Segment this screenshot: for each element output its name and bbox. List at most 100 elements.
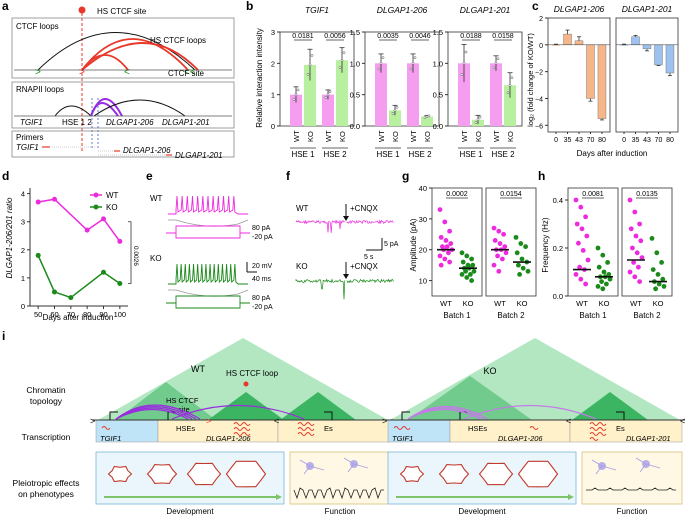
h-plot-xtick-label: KO	[653, 299, 664, 308]
b-pvalue: 0.0035	[377, 33, 399, 40]
d-xtick-label: 90	[99, 310, 107, 319]
g-plot-point	[470, 262, 476, 268]
d-point	[52, 289, 57, 295]
h-plot-point	[627, 197, 633, 203]
b-xtick-label: KO	[306, 131, 315, 142]
g-plot-xtick-label: WT	[494, 299, 506, 308]
g-plot-point	[437, 207, 443, 213]
h-plot-point	[634, 250, 640, 256]
b-ytick-label: 3	[271, 28, 275, 37]
c-bar	[597, 44, 607, 119]
g-plot-point	[513, 234, 519, 240]
c-xtick-label: 80	[598, 137, 606, 144]
c-xtick-label: 43	[643, 137, 651, 144]
g-plot-pvalue: 0.0154	[500, 191, 522, 198]
b-plots: TGIF1 0 1 2 3 WT KO WT KO 0.0181 0.0056 HSE 1 HSE 2 D…	[271, 5, 523, 159]
b-point	[413, 56, 417, 60]
i-transcript-wave	[297, 427, 315, 431]
g-plot-point	[495, 253, 500, 259]
b-bar	[290, 94, 302, 126]
i-dlgap1-206-label: DLGAP1-206	[498, 434, 543, 443]
ctcf-loops-box	[11, 17, 235, 79]
h-plot-point	[661, 284, 667, 289]
b-pvalue: 0.0158	[492, 33, 514, 40]
g-plot-point	[514, 250, 520, 256]
e-wt-80pa: 80 pA	[252, 225, 271, 232]
panel-i-letter: i	[2, 329, 5, 343]
i-promoter-arrow	[324, 411, 333, 420]
b-bar	[458, 63, 470, 126]
b-xtick-label: WT	[492, 130, 501, 142]
f-epsc-trace	[346, 219, 394, 225]
b-ytick-label: 0.5	[433, 91, 443, 100]
h-plot-frame	[567, 187, 619, 297]
b-xtick-label: KO	[423, 131, 432, 142]
i-rnapii-arc	[115, 404, 201, 420]
b-point	[510, 76, 514, 80]
b-point	[478, 115, 482, 119]
h-plot-pvalue: 0.0135	[636, 191, 658, 198]
g-plot-point	[459, 250, 465, 256]
h-plot-point	[599, 279, 604, 284]
g-plot-point	[442, 256, 448, 262]
f-epsc-trace	[295, 219, 345, 234]
i-hses-label: HSEs	[176, 424, 195, 433]
h-plot-point	[574, 221, 580, 227]
b-point	[326, 93, 330, 97]
i-rnapii-arc	[463, 404, 597, 420]
h-plot-point	[633, 233, 639, 239]
g-plot-point	[497, 241, 503, 246]
g-plot-point	[446, 250, 451, 256]
g-plot-point	[519, 256, 525, 262]
g-plot-point	[500, 256, 505, 262]
h-plot-point	[659, 260, 664, 265]
d-ytick-label: 2	[21, 246, 25, 255]
i-function-label: Function	[325, 507, 356, 516]
h-plot-point	[632, 209, 638, 215]
rnapii-loop-206-b	[90, 98, 123, 117]
g-plot-point	[523, 244, 528, 250]
h-plot-xtick-label: WT	[630, 299, 642, 308]
d-legend-ko-label: KO	[106, 203, 118, 212]
rnapii-loop-201	[93, 99, 186, 117]
b-pvalue: 0.0056	[324, 33, 346, 40]
b-point	[296, 88, 300, 92]
e-ko-step-20	[166, 302, 250, 309]
i-development-label: Development	[458, 507, 506, 516]
g-plot-point	[492, 238, 498, 243]
h-plot-batch-label: Batch 2	[633, 311, 661, 320]
d-ytick-label: 3	[21, 218, 25, 227]
e-ko-label: KO	[150, 254, 162, 263]
h-plot-point	[638, 238, 644, 244]
d-point	[117, 281, 123, 287]
d-xtick-label: 60	[50, 310, 58, 319]
b-point	[294, 93, 298, 97]
b-xtick-label: KO	[474, 131, 483, 142]
g-plot-point	[469, 256, 474, 262]
i-transcript-wave	[393, 426, 411, 430]
panel-g-letter: g	[402, 169, 409, 183]
g-plot-point	[518, 241, 524, 246]
b-subplot-title: TGIF1	[305, 5, 329, 15]
b-subplot-title: DLGAP1-201	[460, 5, 511, 15]
g-plot-batch-label: Batch 1	[443, 311, 471, 320]
d-point	[68, 295, 74, 301]
hs-ctcf-loop-2	[81, 42, 199, 71]
h-plot-point	[636, 264, 641, 270]
h-plot-point	[584, 233, 590, 239]
i-row-topology: Chromatin topology	[26, 385, 65, 406]
hs-ctcf-loop-3	[81, 54, 129, 71]
i-promoter-arrow	[401, 411, 410, 420]
i-promoter-arrow	[459, 411, 468, 420]
i-organoid-icon	[146, 464, 178, 484]
tad-sub-triangle	[280, 392, 356, 420]
b-point	[381, 56, 385, 60]
c-xtick-label: 70	[587, 137, 595, 144]
h-plot-point	[583, 281, 588, 287]
d-legend-ko-marker	[93, 204, 99, 210]
g-plot-xtick-label: KO	[463, 299, 474, 308]
e-wt-step-20	[166, 232, 250, 239]
c-bar	[642, 44, 652, 50]
c-bar	[654, 44, 663, 66]
